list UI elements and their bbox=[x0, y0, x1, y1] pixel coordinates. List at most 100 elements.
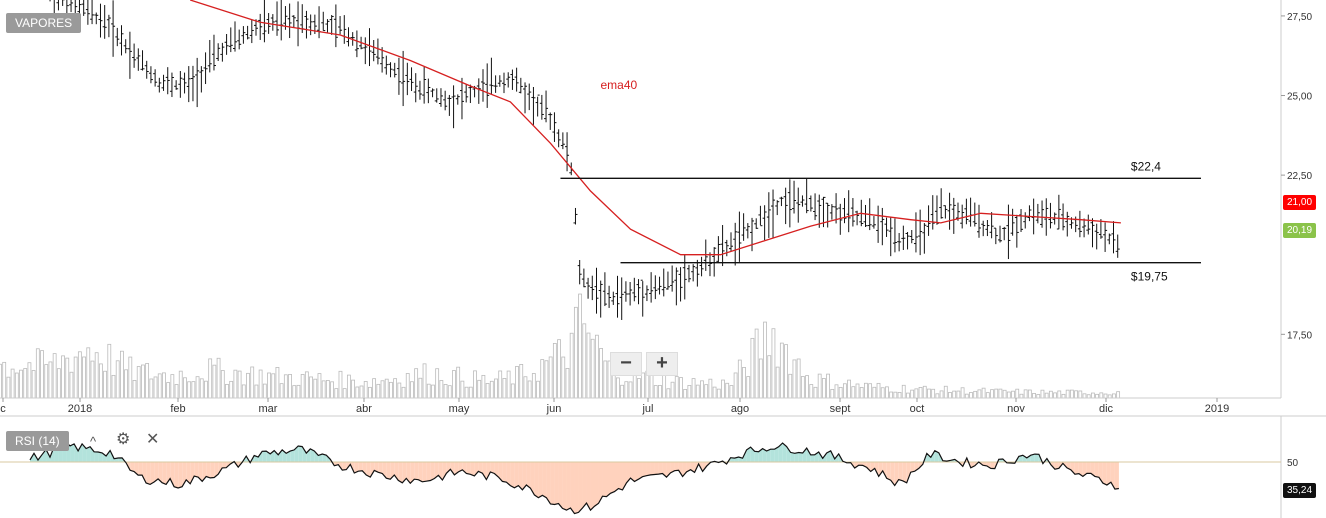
rsi-fill-segment bbox=[866, 462, 871, 472]
volume-bar bbox=[519, 364, 524, 399]
rsi-fill-segment bbox=[654, 462, 659, 475]
volume-bar bbox=[304, 371, 309, 399]
gear-icon[interactable]: ⚙ bbox=[116, 431, 131, 448]
volume-bar bbox=[666, 388, 671, 399]
rsi-fill-segment bbox=[534, 462, 539, 498]
rsi-fill-segment bbox=[670, 462, 675, 473]
rsi-fill-segment bbox=[1034, 454, 1039, 462]
rsi-fill-segment bbox=[1074, 462, 1079, 475]
volume-bar bbox=[603, 360, 608, 399]
rsi-fill-segment bbox=[466, 462, 471, 475]
rsi-fill-segment bbox=[430, 462, 435, 481]
rsi-fill-segment bbox=[546, 462, 551, 504]
volume-bar bbox=[1078, 390, 1083, 399]
rsi-fill-segment bbox=[1078, 462, 1083, 477]
rsi-fill-segment bbox=[486, 462, 491, 480]
zoom-out-button[interactable]: − bbox=[610, 352, 642, 376]
rsi-fill-segment bbox=[806, 448, 811, 462]
indicator-tag[interactable]: RSI (14) bbox=[6, 431, 69, 451]
rsi-fill-segment bbox=[222, 462, 227, 468]
rsi-fill-segment bbox=[786, 446, 791, 462]
rsi-fill-segment bbox=[1106, 462, 1111, 485]
volume-bar bbox=[0, 363, 2, 399]
volume-bar bbox=[670, 381, 675, 399]
volume-bar bbox=[775, 366, 780, 399]
rsi-fill-segment bbox=[826, 450, 831, 462]
time-tick-label: abr bbox=[356, 403, 372, 415]
rsi-fill-segment bbox=[174, 462, 179, 488]
volume-bar bbox=[868, 383, 873, 399]
volume-bar bbox=[754, 328, 759, 399]
rsi-fill-segment bbox=[678, 462, 683, 477]
rsi-fill-segment bbox=[154, 462, 159, 483]
volume-bar bbox=[561, 356, 566, 399]
volume-bar bbox=[199, 378, 204, 399]
close-icon[interactable]: ✕ bbox=[146, 431, 160, 448]
volume-bar bbox=[241, 384, 246, 399]
volume-bar bbox=[103, 370, 107, 399]
volume-bar bbox=[10, 368, 15, 399]
zoom-in-button[interactable]: + bbox=[646, 352, 678, 376]
caret-icon[interactable]: ^ bbox=[90, 434, 97, 449]
volume-bar bbox=[805, 375, 809, 399]
rsi-fill-segment bbox=[194, 462, 199, 478]
volume-bar bbox=[1082, 393, 1087, 399]
volume-bar bbox=[174, 384, 179, 399]
support-label: $19,75 bbox=[1131, 270, 1168, 284]
volume-bar bbox=[540, 359, 545, 399]
time-tick-label: c bbox=[0, 403, 6, 415]
volume-bar bbox=[124, 369, 129, 399]
rsi-fill-segment bbox=[810, 454, 815, 462]
volume-bar bbox=[321, 380, 326, 399]
symbol-tag[interactable]: VAPORES bbox=[6, 13, 82, 33]
price-bars bbox=[49, 0, 1120, 320]
rsi-fill-segment bbox=[514, 462, 519, 488]
rsi-fill-segment bbox=[366, 462, 371, 478]
volume-bar bbox=[351, 379, 355, 399]
volume-bar bbox=[275, 366, 280, 399]
rsi-fill-segment bbox=[882, 462, 887, 479]
ema-label: ema40 bbox=[600, 78, 637, 92]
rsi-fill-segment bbox=[778, 443, 783, 462]
volume-bar bbox=[834, 384, 839, 399]
volume-bar bbox=[1019, 393, 1024, 399]
volume-bar bbox=[250, 366, 255, 399]
volume-bar bbox=[65, 357, 70, 399]
volume-bar bbox=[342, 388, 347, 399]
rsi-fill-segment bbox=[562, 462, 567, 511]
volume-bar bbox=[510, 383, 515, 399]
rsi-fill-segment bbox=[1082, 462, 1087, 477]
volume-bar bbox=[98, 363, 103, 399]
rsi-fill-segment bbox=[566, 462, 571, 511]
volume-bar bbox=[729, 385, 734, 399]
volume-bar bbox=[578, 293, 582, 399]
volume-bar bbox=[594, 334, 599, 399]
rsi-fill-segment bbox=[274, 450, 279, 462]
rsi-fill-segment bbox=[530, 462, 535, 495]
rsi-fill-segment bbox=[442, 462, 447, 480]
rsi-fill-segment bbox=[574, 462, 579, 514]
volume-bar bbox=[208, 358, 213, 399]
volume-bar bbox=[691, 378, 696, 399]
volume-bar bbox=[90, 360, 95, 399]
rsi-fill-segment bbox=[118, 457, 123, 462]
volume-bar bbox=[309, 376, 313, 399]
volume-bar bbox=[1061, 393, 1066, 399]
rsi-fill-segment bbox=[74, 443, 79, 462]
volume-bar bbox=[826, 373, 830, 399]
volume-bar bbox=[750, 337, 755, 399]
rsi-fill-segment bbox=[1030, 454, 1035, 462]
volume-bar bbox=[271, 373, 276, 399]
rsi-fill-segment bbox=[762, 448, 767, 462]
volume-bar bbox=[397, 382, 402, 399]
volume-bar bbox=[599, 348, 603, 399]
rsi-fill-segment bbox=[802, 448, 807, 462]
volume-bar bbox=[334, 388, 339, 399]
volume-bar bbox=[536, 380, 540, 399]
rsi-fill-segment bbox=[434, 462, 439, 479]
rsi-fill-segment bbox=[674, 462, 679, 471]
volume-bar bbox=[35, 348, 40, 399]
volume-bar bbox=[859, 387, 864, 399]
volume-bar bbox=[77, 351, 82, 399]
